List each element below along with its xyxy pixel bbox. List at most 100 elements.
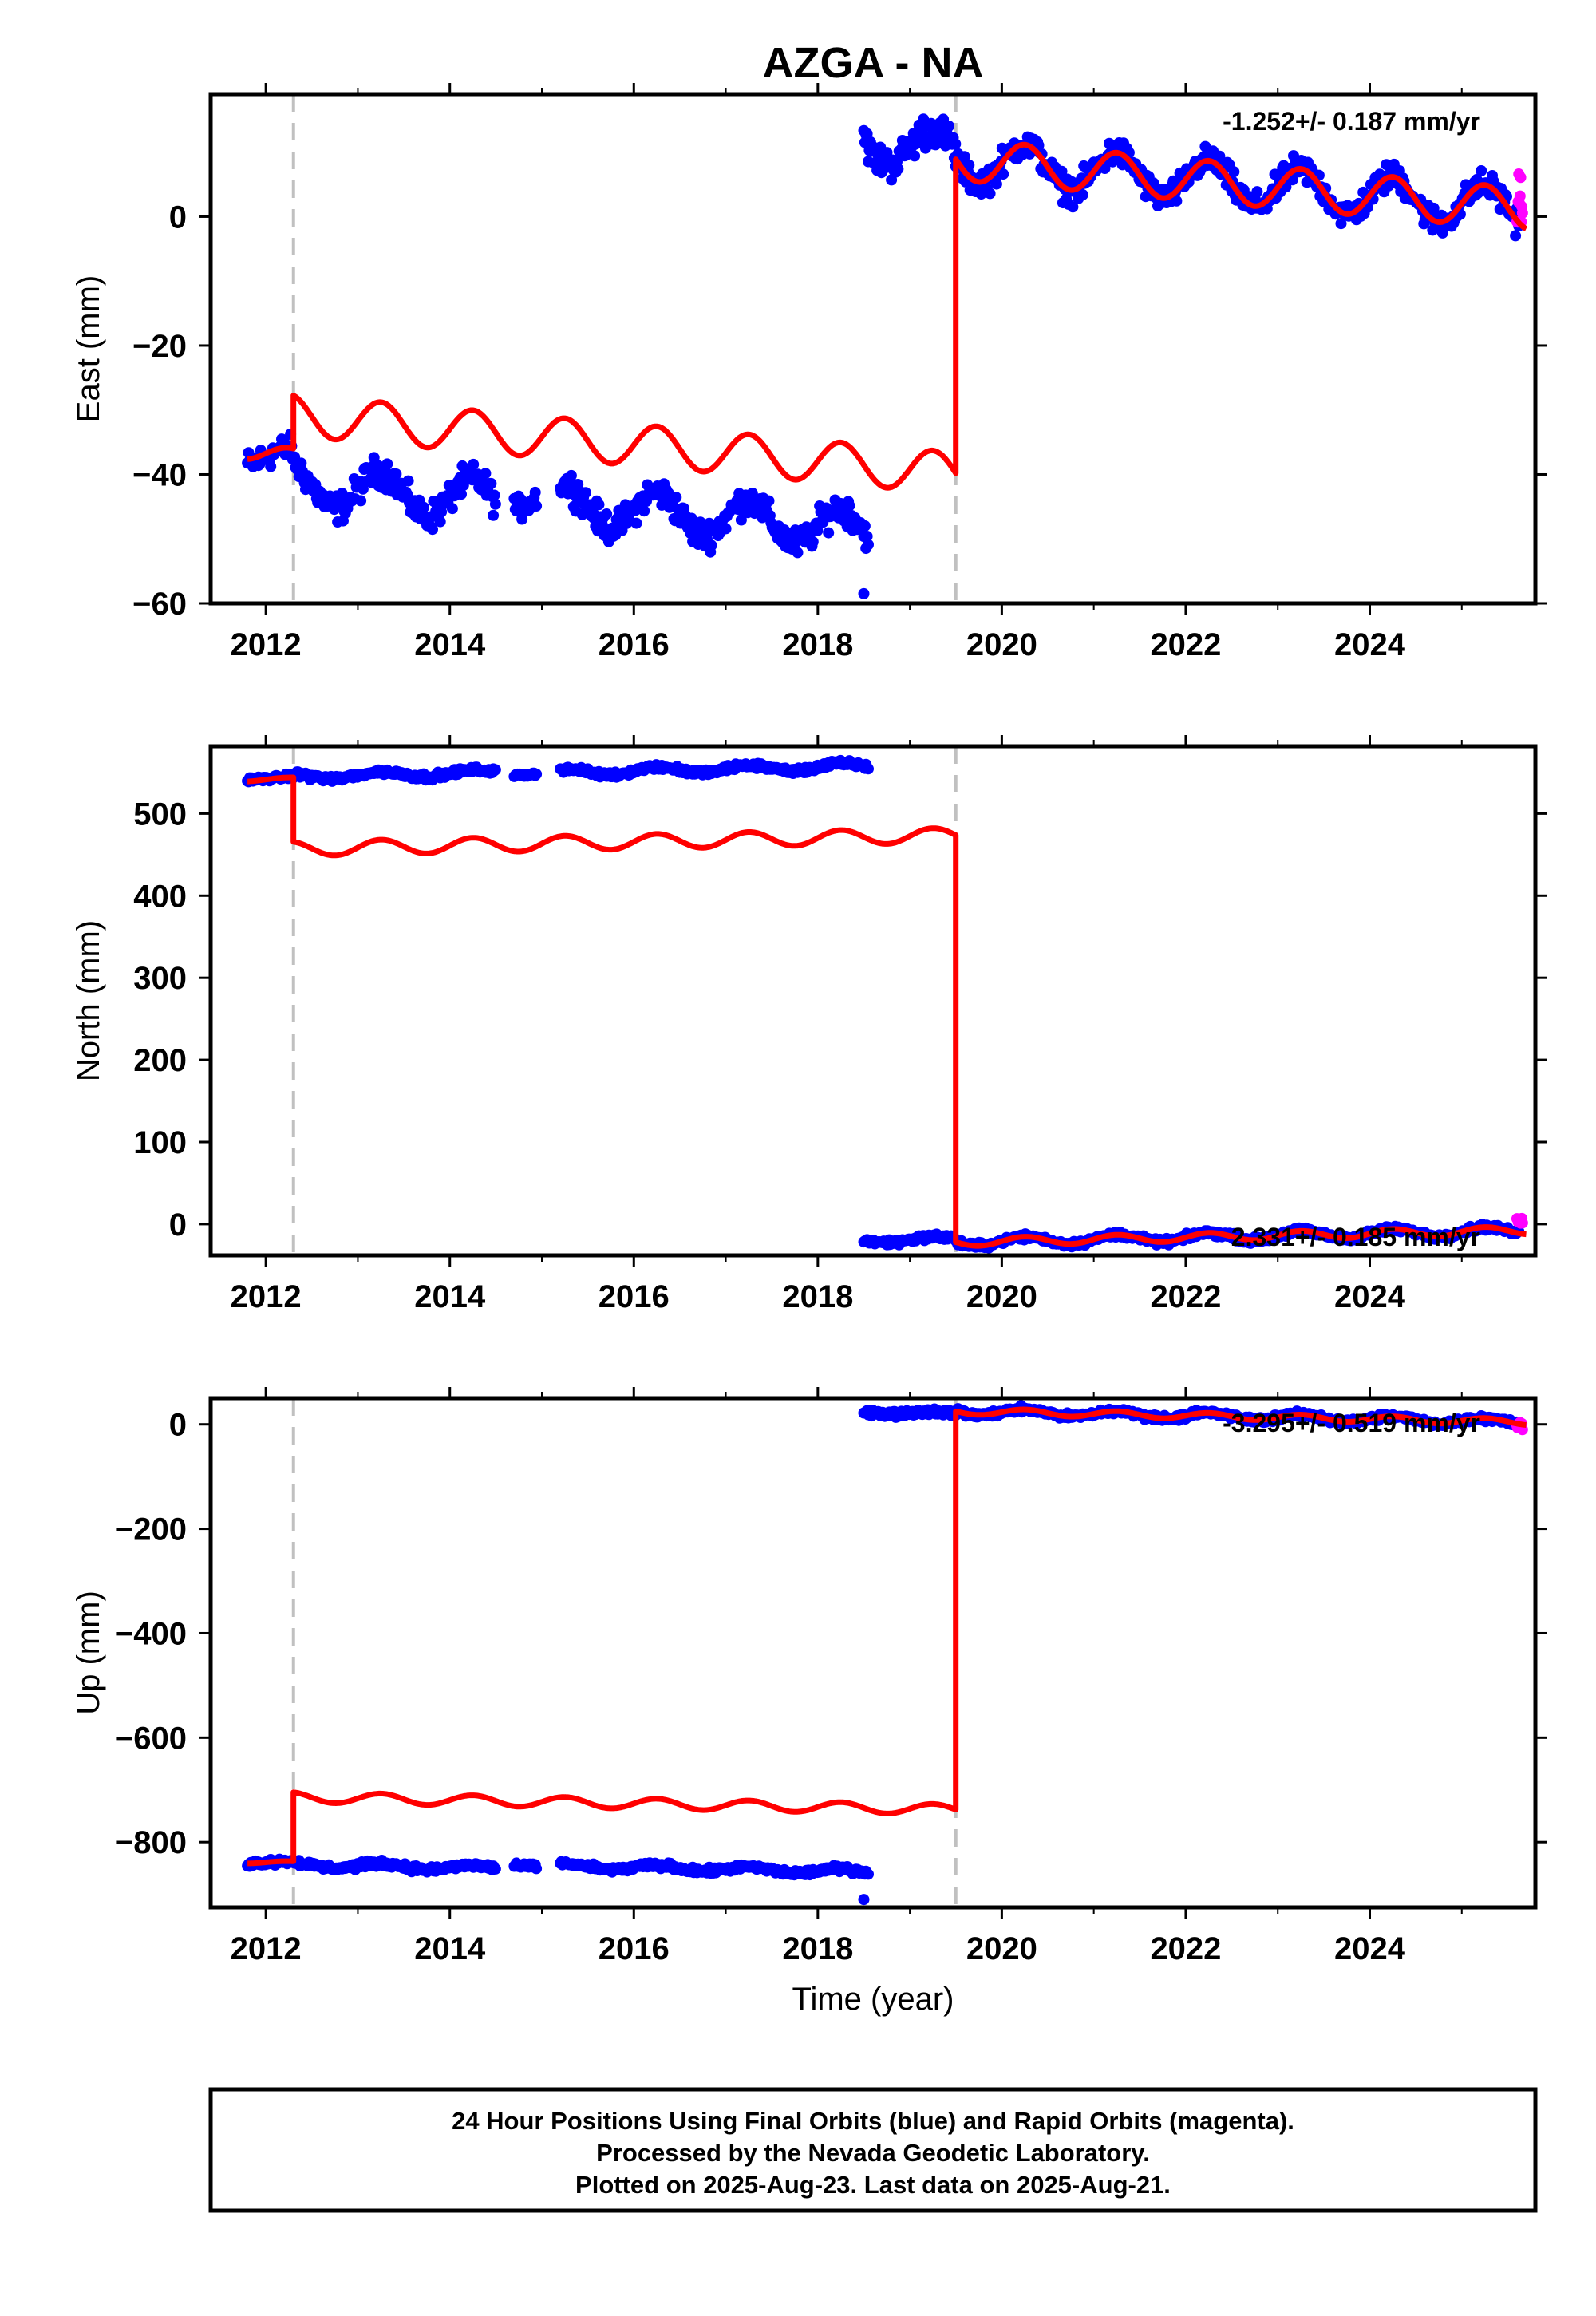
- x-tick-label: 2020: [966, 1931, 1037, 1966]
- rapid-orbit-point: [1516, 1217, 1528, 1229]
- final-orbit-point: [456, 488, 467, 500]
- final-orbit-point: [861, 531, 873, 542]
- y-tick-label: −20: [132, 329, 187, 364]
- velocity-rate-label: -1.252+/- 0.187 mm/yr: [1223, 107, 1480, 136]
- final-orbit-point: [1228, 166, 1240, 178]
- final-orbit-point: [823, 527, 835, 539]
- footer-line-3: Plotted on 2025-Aug-23. Last data on 202…: [575, 2171, 1171, 2199]
- y-tick-label: −60: [132, 587, 187, 622]
- y-tick-label: 400: [133, 879, 187, 914]
- final-orbit-point: [892, 163, 904, 175]
- final-orbit-point: [720, 523, 732, 535]
- x-axis-label: Time (year): [792, 1982, 954, 2017]
- final-orbit-point: [1077, 189, 1088, 200]
- final-orbit-point: [863, 539, 874, 551]
- y-tick-label: −600: [115, 1721, 187, 1756]
- final-orbit-point: [593, 499, 605, 511]
- footer-box: 24 Hour Positions Using Final Orbits (bl…: [208, 2087, 1538, 2213]
- footer-frame: [208, 2087, 1538, 2213]
- panel-frame: [208, 744, 1538, 1258]
- final-orbit-point: [485, 477, 497, 489]
- east-panel: 2012 2014 2016 2018 2020 2022 2024 −60 −40 −20 0 Ea…: [71, 83, 1547, 662]
- y-tick-label: 0: [169, 1408, 187, 1443]
- panel-frame: [208, 1396, 1538, 1910]
- final-orbit-point: [427, 524, 438, 536]
- y-tick-label: −40: [132, 457, 187, 492]
- final-orbit-point: [863, 763, 874, 775]
- final-orbit-point: [531, 768, 543, 780]
- final-orbit-point: [984, 188, 996, 200]
- final-orbit-point: [670, 492, 682, 504]
- final-orbit-point: [488, 489, 500, 501]
- x-tick-label: 2016: [598, 1279, 670, 1314]
- final-orbit-point: [488, 509, 500, 521]
- y-axis-label: East (mm): [71, 275, 106, 422]
- final-orbit-point: [265, 460, 277, 472]
- y-tick-label: 0: [169, 1207, 187, 1243]
- plot-area: [242, 1398, 1528, 1907]
- final-orbit-point: [489, 498, 501, 510]
- final-orbit-point: [630, 517, 642, 529]
- final-orbit-point: [489, 764, 501, 776]
- model-fit-line: [245, 141, 1528, 491]
- x-tick-label: 2012: [231, 1279, 302, 1314]
- final-orbit-point: [943, 121, 954, 132]
- y-axis-label: Up (mm): [71, 1591, 106, 1715]
- plot-area: [242, 746, 1528, 1255]
- x-tick-label: 2020: [966, 1279, 1037, 1314]
- x-tick-label: 2024: [1334, 627, 1406, 662]
- x-tick-label: 2018: [782, 1931, 853, 1966]
- final-orbit-point: [998, 168, 1009, 180]
- final-orbit-point: [1067, 201, 1079, 213]
- final-orbit-point: [381, 458, 393, 470]
- y-tick-label: −800: [115, 1825, 187, 1860]
- final-orbit-point: [792, 547, 804, 559]
- outlier-point: [858, 587, 870, 599]
- rapid-orbit-point: [1515, 172, 1527, 184]
- outlier-point: [858, 1894, 870, 1906]
- x-tick-label: 2024: [1334, 1279, 1406, 1314]
- final-orbit-point: [746, 488, 758, 499]
- velocity-rate-label: 2.331+/- 0.185 mm/yr: [1231, 1223, 1480, 1251]
- final-orbit-point: [950, 138, 962, 150]
- x-tick-label: 2020: [966, 627, 1037, 662]
- plot-area: [242, 94, 1528, 603]
- final-orbit-point: [579, 487, 591, 499]
- y-tick-label: 500: [133, 796, 187, 832]
- model-fit-line: [245, 1406, 1528, 1867]
- final-orbit-point: [1214, 150, 1226, 162]
- final-orbit-point: [480, 468, 492, 480]
- final-orbit-point: [958, 151, 970, 163]
- x-tick-label: 2018: [782, 1279, 853, 1314]
- final-orbit-point: [1251, 186, 1263, 198]
- y-tick-label: 200: [133, 1043, 187, 1078]
- x-tick-label: 2014: [414, 1931, 486, 1966]
- final-orbit-point: [529, 486, 541, 498]
- rapid-orbit-point: [1516, 207, 1528, 219]
- y-tick-label: 0: [169, 200, 187, 235]
- x-tick-label: 2014: [414, 627, 486, 662]
- final-orbit-point: [446, 503, 458, 515]
- final-orbit-point: [1428, 202, 1440, 214]
- final-orbit-point: [1510, 230, 1522, 242]
- final-orbit-point: [1335, 218, 1347, 230]
- final-orbit-point: [489, 1863, 501, 1875]
- x-tick-label: 2012: [231, 1931, 302, 1966]
- final-orbit-point: [601, 508, 613, 520]
- velocity-rate-label: -3.295+/- 0.519 mm/yr: [1223, 1409, 1480, 1437]
- y-tick-label: 300: [133, 961, 187, 996]
- final-orbit-point: [390, 468, 402, 480]
- final-orbit-point: [863, 1868, 874, 1880]
- x-tick-label: 2016: [598, 627, 670, 662]
- final-orbit-point: [434, 516, 446, 528]
- figure-title: AZGA - NA: [763, 39, 984, 87]
- final-orbit-point: [807, 536, 819, 547]
- final-orbit-point: [1171, 195, 1183, 207]
- final-orbit-point: [531, 500, 543, 512]
- north-panel: 2012 2014 2016 2018 2020 2022 2024 0 100 200 300 40…: [71, 735, 1547, 1314]
- final-orbit-point: [909, 150, 921, 162]
- final-orbit-point: [638, 505, 650, 517]
- final-orbit-point: [1056, 165, 1068, 177]
- y-tick-label: −200: [115, 1512, 187, 1547]
